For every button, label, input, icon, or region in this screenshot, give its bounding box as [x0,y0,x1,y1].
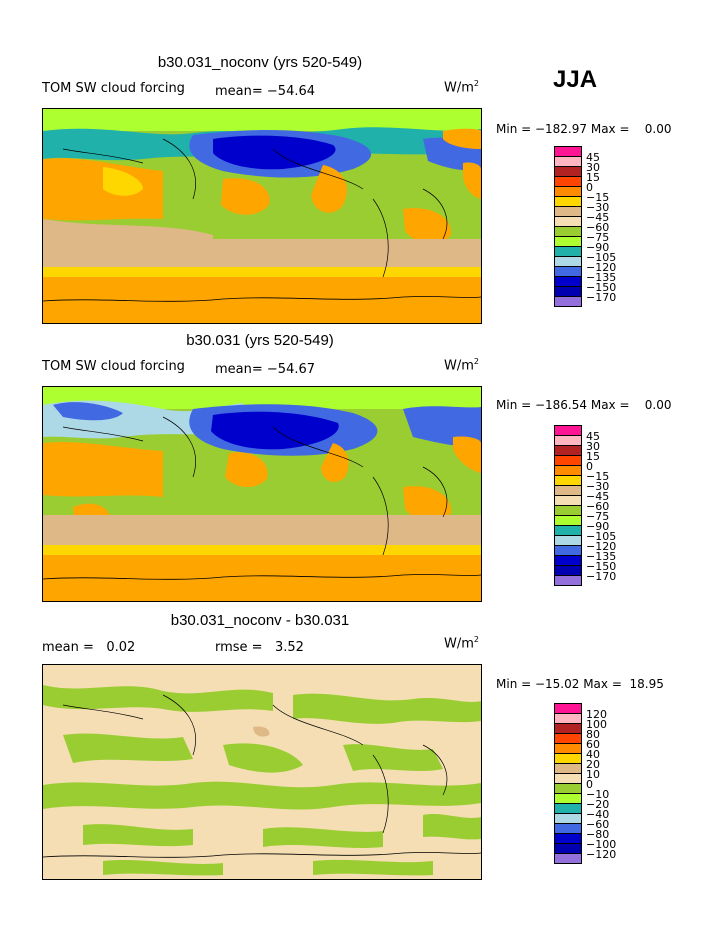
colorbar-label: 15 [586,171,600,184]
colorbar-label: 45 [586,430,600,443]
colorbar-label: 45 [586,151,600,164]
colorbar-label: −100 [586,838,617,851]
panel1-mean: mean= −54.64 [215,84,316,99]
panel2-colorbar: 45 30 15 0 −15 −30 −45 −60 −75 −90 −105 −120 −135 −15… [554,425,616,586]
colorbar-label: 10 [586,768,600,781]
season-label: JJA [553,66,598,93]
colorbar-label: −135 [586,550,617,563]
colorbar-label: −135 [586,271,617,284]
colorbar-label: 20 [586,758,600,771]
colorbar-label: −90 [586,241,610,254]
colorbar-label: −75 [586,510,610,523]
colorbar-label: −90 [586,520,610,533]
colorbar-label: 60 [586,738,600,751]
panel1-field: TOM SW cloud forcing [42,81,185,96]
colorbar-label: −40 [586,808,610,821]
colorbar-swatch [554,296,582,307]
colorbar-label: 40 [586,748,600,761]
panel3-mean: mean = 0.02 [42,640,136,655]
colorbar-label: −30 [586,480,610,493]
panel3-title: b30.031_noconv - b30.031 [170,612,350,629]
panel1-colorbar: 45 30 15 0 −15 −30 −45 −60 −75 −90 −105 −120 −135 −15… [554,146,616,307]
panel3-rmse: rmse = 3.52 [215,640,304,655]
colorbar-label: −45 [586,211,610,224]
panel2-map-svg [43,387,481,601]
panel2-units: W/m2 [444,357,479,374]
colorbar-label: −120 [586,540,617,553]
panel3-map [42,664,482,880]
panel3-minmax: Min = −15.02 Max = 18.95 [496,677,664,691]
panel2-map [42,386,482,602]
colorbar-label: 80 [586,728,600,741]
colorbar-label: 30 [586,161,600,174]
panel1-units: W/m2 [444,79,479,96]
panel1-map [42,108,482,324]
colorbar-label: −150 [586,560,617,573]
colorbar-label: −45 [586,490,610,503]
colorbar-label: −105 [586,251,617,264]
colorbar-swatch [554,853,582,864]
panel1-map-svg [43,109,481,323]
panel2-mean: mean= −54.67 [215,362,316,377]
colorbar-label: 120 [586,708,607,721]
colorbar-label: −170 [586,570,617,583]
colorbar-label: −60 [586,221,610,234]
colorbar-label: 30 [586,440,600,453]
colorbar-label: −20 [586,798,610,811]
panel2-field: TOM SW cloud forcing [42,359,185,374]
colorbar-label: −75 [586,231,610,244]
colorbar-label: 0 [586,181,593,194]
panel1-title: b30.031_noconv (yrs 520-549) [157,54,363,71]
panel3-map-svg [43,665,481,879]
colorbar-label: −60 [586,818,610,831]
colorbar-label: −80 [586,828,610,841]
colorbar-label: 15 [586,450,600,463]
colorbar-label: 100 [586,718,607,731]
colorbar-label: −15 [586,191,610,204]
colorbar-label: −15 [586,470,610,483]
panel2-minmax: Min = −186.54 Max = 0.00 [496,398,672,412]
colorbar-label: −150 [586,281,617,294]
colorbar-label: −60 [586,500,610,513]
colorbar-label: −120 [586,261,617,274]
panel3-units: W/m2 [444,635,479,652]
colorbar-label: 0 [586,460,593,473]
panel1-minmax: Min = −182.97 Max = 0.00 [496,122,672,136]
colorbar-label: 0 [586,778,593,791]
colorbar-label: −170 [586,291,617,304]
colorbar-label: −105 [586,530,617,543]
colorbar-label: −120 [586,848,617,861]
panel2-title: b30.031 (yrs 520-549) [186,332,334,349]
panel3-colorbar: 120 100 80 60 40 20 10 0 −10 −20 −40 −60 −80 −100 −120 [554,703,616,864]
colorbar-label: −10 [586,788,610,801]
colorbar-label: −30 [586,201,610,214]
colorbar-swatch [554,575,582,586]
